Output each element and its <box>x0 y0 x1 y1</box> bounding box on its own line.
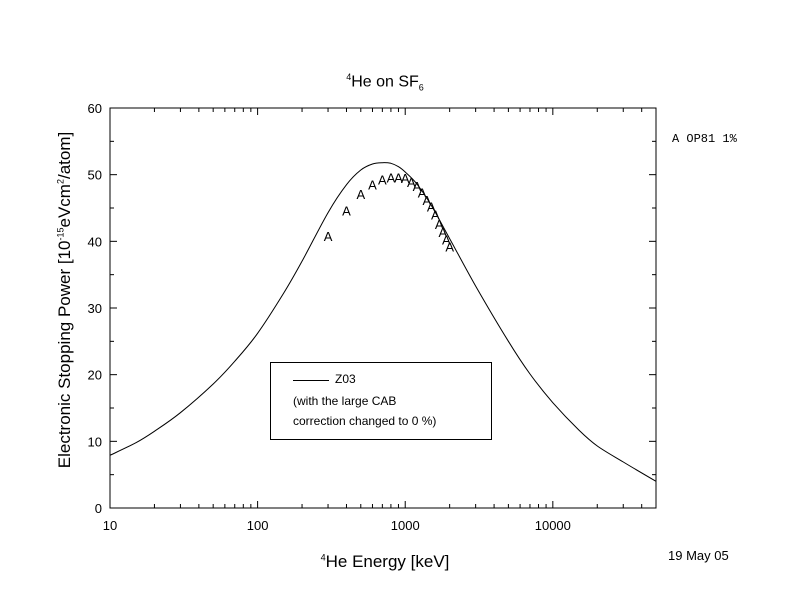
y-axis-label-suffix: /atom] <box>55 131 74 179</box>
data-point-marker: A <box>435 217 444 232</box>
data-point-marker: A <box>401 171 410 186</box>
data-point-marker: A <box>431 208 440 223</box>
data-point-marker: A <box>445 240 454 255</box>
plot-frame <box>109 107 657 509</box>
y-axis-label-unit: eVcm <box>55 184 74 228</box>
y-axis-label-exponent2: 2 <box>55 179 66 185</box>
x-tick-label: 1000 <box>391 518 420 533</box>
data-point-marker: A <box>413 179 422 194</box>
data-point-marker: A <box>442 232 451 247</box>
title-subscript: 6 <box>418 82 424 93</box>
data-point-marker: A <box>407 175 416 190</box>
y-tick-label: 10 <box>88 434 102 449</box>
chart-title: 4He on SF6 <box>300 72 470 93</box>
series-line-z03 <box>109 162 657 482</box>
x-axis-label-text: He Energy [keV] <box>325 552 450 571</box>
data-point-marker: A <box>324 229 333 244</box>
x-axis-label-superscript: 4 <box>320 552 326 563</box>
date-stamp: 19 May 05 <box>668 548 729 563</box>
data-point-marker: A <box>378 172 387 187</box>
x-tick-label: 100 <box>247 518 269 533</box>
x-axis-ticks: 10 100 1000 10000 <box>103 108 657 533</box>
y-axis-label-prefix: Electronic Stopping Power [10 <box>55 240 74 469</box>
x-tick-label: 10000 <box>535 518 571 533</box>
data-point-marker: A <box>439 225 448 240</box>
y-axis-label-exponent: -15 <box>55 227 66 241</box>
title-superscript: 4 <box>346 72 352 82</box>
y-axis-label: Electronic Stopping Power [10-15eVcm2/at… <box>55 75 75 525</box>
data-point-marker: A <box>387 170 396 185</box>
y-tick-label: 20 <box>88 368 102 383</box>
legend-note-line2: correction changed to 0 %) <box>293 414 437 428</box>
legend-note-line1: (with the large CAB <box>293 394 397 408</box>
y-tick-label: 40 <box>88 234 102 249</box>
x-axis-label: 4He Energy [keV] <box>285 552 485 572</box>
title-text: He on SF <box>351 73 419 91</box>
data-point-marker: A <box>356 187 365 202</box>
y-tick-label: 60 <box>88 101 102 116</box>
y-tick-label: 30 <box>88 301 102 316</box>
x-tick-label: 10 <box>103 518 117 533</box>
data-point-marker: A <box>394 170 403 185</box>
y-tick-label: 50 <box>88 168 102 183</box>
data-point-marker: A <box>427 200 436 215</box>
data-point-marker: A <box>418 186 427 201</box>
data-point-marker: A <box>422 193 431 208</box>
legend-box: Z03 (with the large CAB correction chang… <box>270 362 492 440</box>
side-legend-op81: A OP81 1% <box>672 132 737 146</box>
data-point-marker: A <box>368 178 377 193</box>
data-point-marker: A <box>342 204 351 219</box>
y-axis-ticks: 0 10 20 30 40 50 60 <box>88 101 656 516</box>
legend-line-sample <box>293 380 329 381</box>
legend-series-name: Z03 <box>335 372 356 386</box>
y-tick-label: 0 <box>95 501 102 516</box>
